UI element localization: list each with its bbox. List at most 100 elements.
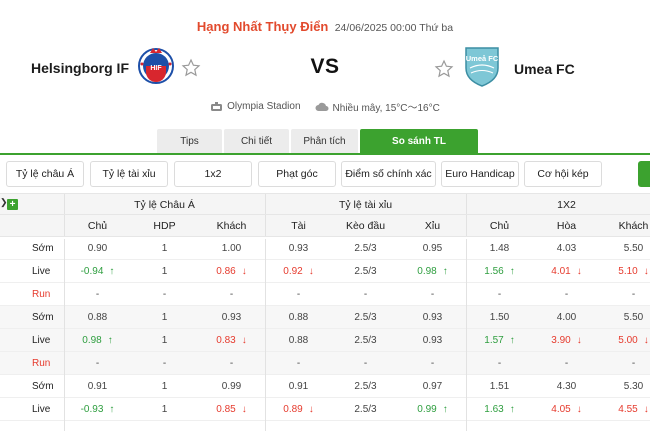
odds-cell[interactable]: 0.95 <box>399 237 466 260</box>
chevron-right-icon[interactable]: ❯ <box>0 197 8 207</box>
row-label[interactable]: Run <box>32 289 51 300</box>
odds-cell[interactable]: 3.90 ↓ <box>533 329 600 352</box>
league-name[interactable]: Hạng Nhất Thụy Điển <box>196 19 329 34</box>
odds-cell[interactable]: 0.89 ↓ <box>265 398 332 421</box>
odds-cell[interactable]: 1 <box>131 260 198 283</box>
away-team-name[interactable]: Umea FC <box>514 60 575 77</box>
table-row: Sớm 0.90 1 1.00 0.93 2.5/3 0.95 1.48 4.03 5.50 <box>0 237 650 260</box>
odds-cell[interactable]: 0.86 ↓ <box>198 260 265 283</box>
odds-cell[interactable]: - <box>64 283 131 306</box>
odds-cell[interactable]: - <box>332 283 399 306</box>
odds-cell[interactable]: 2.5/3 <box>332 260 399 283</box>
odds-cell[interactable]: 0.88 <box>265 329 332 352</box>
away-logo-text: Umeå FC <box>466 54 499 63</box>
odds-cell[interactable]: 0.99 <box>198 375 265 398</box>
filter-over-under-button[interactable]: Tỷ lệ tài xỉu <box>90 161 168 187</box>
tab-analysis[interactable]: Phân tích <box>291 129 358 154</box>
odds-cell[interactable]: 2.5/3 <box>332 237 399 260</box>
odds-cell[interactable]: 1.50 <box>466 306 533 329</box>
odds-cell[interactable]: 1 <box>131 398 198 421</box>
odds-cell[interactable]: 0.90 <box>64 237 131 260</box>
odds-cell[interactable]: 5.30 <box>600 375 650 398</box>
col-draw: Hòa <box>556 220 577 232</box>
odds-cell[interactable]: - <box>466 352 533 375</box>
odds-cell[interactable]: 0.85 ↓ <box>198 398 265 421</box>
odds-cell[interactable]: 1.56 ↑ <box>466 260 533 283</box>
odds-cell[interactable]: - <box>265 283 332 306</box>
filter-corners-button[interactable]: Phạt góc <box>258 161 336 187</box>
filter-euro-handicap-button[interactable]: Euro Handicap <box>441 161 519 187</box>
filter-correct-score-button[interactable]: Điểm số chính xác <box>341 161 436 187</box>
odds-cell[interactable]: 1 <box>131 375 198 398</box>
odds-cell[interactable]: 5.50 <box>600 237 650 260</box>
odds-cell[interactable]: 5.50 <box>600 306 650 329</box>
odds-cell[interactable]: 0.98 ↑ <box>64 329 131 352</box>
filter-1x2-button[interactable]: 1x2 <box>174 161 252 187</box>
filter-more-button[interactable] <box>638 161 650 187</box>
odds-cell[interactable]: - <box>332 352 399 375</box>
odds-cell[interactable]: - <box>64 352 131 375</box>
odds-cell[interactable]: - <box>600 352 650 375</box>
odds-cell[interactable]: 1.57 ↑ <box>466 329 533 352</box>
odds-cell[interactable]: 5.10 ↓ <box>600 260 650 283</box>
odds-value: 2.5/3 <box>354 266 377 277</box>
odds-cell[interactable]: 2.5/3 <box>332 306 399 329</box>
odds-cell[interactable]: - <box>466 283 533 306</box>
odds-cell[interactable]: 1 <box>131 306 198 329</box>
odds-cell[interactable]: - <box>131 352 198 375</box>
odds-cell[interactable]: 0.93 <box>198 306 265 329</box>
home-favorite-star-icon[interactable] <box>181 58 201 78</box>
odds-cell[interactable]: 0.88 <box>64 306 131 329</box>
home-team-name[interactable]: Helsingborg IF <box>31 59 129 76</box>
odds-cell[interactable]: 1.48 <box>466 237 533 260</box>
odds-cell[interactable]: 0.93 <box>399 329 466 352</box>
odds-cell[interactable]: 2.5/3 <box>332 398 399 421</box>
odds-cell[interactable]: 0.92 ↓ <box>265 260 332 283</box>
odds-cell[interactable]: 5.00 ↓ <box>600 329 650 352</box>
odds-cell[interactable]: - <box>533 283 600 306</box>
odds-value: 2.5/3 <box>354 335 377 346</box>
odds-cell[interactable]: - <box>265 352 332 375</box>
odds-cell[interactable]: 4.01 ↓ <box>533 260 600 283</box>
odds-cell[interactable]: 0.97 <box>399 375 466 398</box>
odds-cell[interactable]: - <box>600 283 650 306</box>
away-favorite-star-icon[interactable] <box>434 59 454 79</box>
tab-details[interactable]: Chi tiết <box>224 129 289 154</box>
table-row: Live -0.94 ↑ 1 0.86 ↓ 0.92 ↓ 2.5/3 0.98 ↑ 1.56 ↑ 4.01… <box>0 260 650 283</box>
filter-asian-handicap-button[interactable]: Tỷ lệ châu Á <box>6 161 84 187</box>
odds-cell[interactable]: - <box>533 352 600 375</box>
odds-cell[interactable]: -0.93 ↑ <box>64 398 131 421</box>
odds-cell[interactable]: 4.55 ↓ <box>600 398 650 421</box>
odds-cell[interactable]: 0.99 ↑ <box>399 398 466 421</box>
odds-cell[interactable]: -0.94 ↑ <box>64 260 131 283</box>
odds-cell[interactable]: 1 <box>131 237 198 260</box>
odds-cell[interactable]: 2.5/3 <box>332 329 399 352</box>
odds-cell[interactable]: - <box>399 283 466 306</box>
odds-cell[interactable]: - <box>198 352 265 375</box>
odds-cell[interactable]: - <box>198 283 265 306</box>
odds-cell[interactable]: 0.98 ↑ <box>399 260 466 283</box>
odds-cell[interactable]: 1.51 <box>466 375 533 398</box>
tab-odds-compare[interactable]: So sánh TL <box>360 129 478 154</box>
odds-cell[interactable]: 1.00 <box>198 237 265 260</box>
odds-cell[interactable]: - <box>131 283 198 306</box>
odds-cell[interactable]: 1 <box>131 329 198 352</box>
odds-cell[interactable]: 4.30 <box>533 375 600 398</box>
odds-cell[interactable]: 4.05 ↓ <box>533 398 600 421</box>
odds-cell[interactable]: 0.91 <box>64 375 131 398</box>
odds-cell[interactable]: 0.93 <box>399 306 466 329</box>
filter-double-chance-button[interactable]: Cơ hội kép <box>524 161 602 187</box>
odds-cell[interactable]: - <box>399 352 466 375</box>
odds-cell[interactable]: 0.91 <box>265 375 332 398</box>
expand-plus-icon[interactable]: + <box>7 199 18 210</box>
odds-cell[interactable]: 4.00 <box>533 306 600 329</box>
arrow-down-icon: ↓ <box>643 335 649 346</box>
odds-cell[interactable]: 1.63 ↑ <box>466 398 533 421</box>
odds-cell[interactable]: 0.88 <box>265 306 332 329</box>
row-label[interactable]: Run <box>32 358 51 369</box>
odds-cell[interactable]: 0.93 <box>265 237 332 260</box>
odds-cell[interactable]: 2.5/3 <box>332 375 399 398</box>
odds-cell[interactable]: 4.03 <box>533 237 600 260</box>
tab-tips[interactable]: Tips <box>157 129 222 154</box>
odds-cell[interactable]: 0.83 ↓ <box>198 329 265 352</box>
